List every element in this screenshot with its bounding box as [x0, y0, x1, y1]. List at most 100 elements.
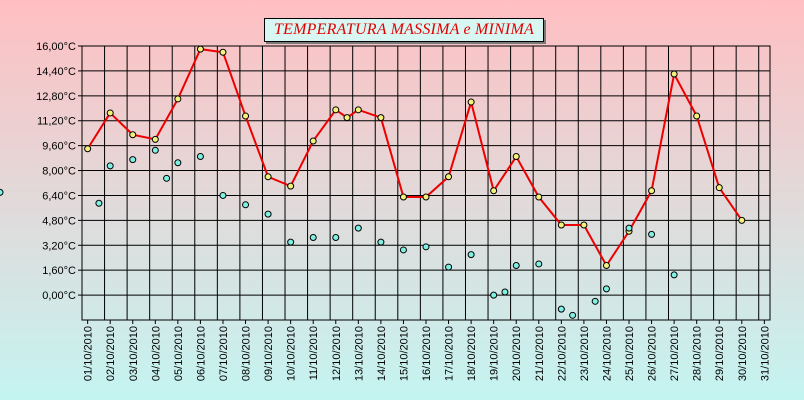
y-tick-label: 8,00°C: [42, 166, 76, 178]
data-point: [591, 297, 599, 305]
y-tick-label: 4,80°C: [42, 215, 76, 227]
data-point: [163, 174, 171, 182]
data-point: [106, 109, 114, 117]
data-point: [354, 224, 362, 232]
data-point: [287, 182, 295, 190]
data-point: [501, 288, 509, 296]
data-point: [219, 48, 227, 56]
y-tick-label: 6,40°C: [42, 190, 76, 202]
data-point: [490, 187, 498, 195]
data-point: [399, 246, 407, 254]
data-point: [670, 271, 678, 279]
x-tick-label: 15/10/2010: [398, 326, 410, 381]
x-tick-label: 03/10/2010: [128, 326, 140, 381]
x-tick-label: 18/10/2010: [466, 326, 478, 381]
data-point: [512, 153, 520, 161]
data-point: [129, 131, 137, 139]
data-point: [467, 251, 475, 259]
x-tick-label: 13/10/2010: [353, 326, 365, 381]
data-point: [569, 311, 577, 319]
x-tick-label: 01/10/2010: [83, 326, 95, 381]
data-point: [95, 199, 103, 207]
data-point: [106, 162, 114, 170]
data-point: [648, 187, 656, 195]
chart-title-box: TEMPERATURA MASSIMA e MINIMA: [264, 18, 544, 42]
data-point: [242, 112, 250, 120]
data-point: [343, 114, 351, 122]
data-point: [354, 106, 362, 114]
x-tick-label: 22/10/2010: [556, 326, 568, 381]
chart-grid: [81, 45, 771, 321]
y-tick-label: 3,20°C: [42, 240, 76, 252]
x-tick-label: 16/10/2010: [421, 326, 433, 381]
data-point: [151, 146, 159, 154]
data-point: [196, 153, 204, 161]
data-point: [535, 260, 543, 268]
data-point: [422, 193, 430, 201]
x-tick-label: 24/10/2010: [601, 326, 613, 381]
x-tick-label: 21/10/2010: [534, 326, 546, 381]
data-point: [693, 112, 701, 120]
x-tick-label: 10/10/2010: [286, 326, 298, 381]
data-point: [445, 173, 453, 181]
x-tick-label: 06/10/2010: [195, 326, 207, 381]
x-tick-label: 08/10/2010: [241, 326, 253, 381]
x-tick-label: 19/10/2010: [489, 326, 501, 381]
data-point: [84, 145, 92, 153]
data-point: [557, 305, 565, 313]
data-point: [242, 201, 250, 209]
x-tick-label: 28/10/2010: [692, 326, 704, 381]
data-point: [377, 114, 385, 122]
y-tick-label: 16,00°C: [36, 41, 76, 53]
data-point: [602, 262, 610, 270]
y-tick-label: 11,20°C: [37, 116, 76, 128]
chart-title: TEMPERATURA MASSIMA e MINIMA: [274, 21, 534, 38]
data-point: [196, 45, 204, 53]
data-point: [219, 191, 227, 199]
data-point: [467, 98, 475, 106]
data-point: [151, 135, 159, 143]
x-tick-label: 11/10/2010: [308, 326, 320, 380]
data-point: [602, 285, 610, 293]
data-point: [512, 262, 520, 270]
x-tick-label: 29/10/2010: [714, 326, 726, 381]
x-tick-label: 14/10/2010: [376, 326, 388, 381]
x-tick-label: 25/10/2010: [624, 326, 636, 381]
data-point: [0, 188, 4, 196]
data-point: [625, 224, 633, 232]
data-point: [377, 238, 385, 246]
y-tick-label: 9,60°C: [42, 141, 76, 153]
x-tick-label: 04/10/2010: [150, 326, 162, 381]
data-point: [309, 137, 317, 145]
x-tick-label: 23/10/2010: [579, 326, 591, 381]
data-point: [264, 173, 272, 181]
x-tick-label: 26/10/2010: [647, 326, 659, 381]
data-point: [399, 193, 407, 201]
y-axis-ticks: 16,00°C 14,40°C 12,80°C 11,20°C 9,60°C 8,00°C…: [36, 41, 82, 302]
data-point: [174, 95, 182, 103]
data-point: [264, 210, 272, 218]
x-tick-label: 07/10/2010: [218, 326, 230, 381]
data-point: [129, 156, 137, 164]
x-tick-label: 12/10/2010: [331, 326, 343, 381]
data-point: [670, 70, 678, 78]
y-tick-label: 12,80°C: [36, 91, 76, 103]
data-point: [422, 243, 430, 251]
x-tick-label: 27/10/2010: [669, 326, 681, 381]
x-tick-label: 20/10/2010: [511, 326, 523, 381]
series-points: [0, 45, 746, 319]
x-tick-label: 30/10/2010: [737, 326, 749, 381]
data-point: [332, 233, 340, 241]
data-point: [715, 184, 723, 192]
x-axis-ticks: 01/10/2010 02/10/2010 03/10/2010 04/10/2010…: [83, 320, 771, 381]
data-point: [445, 263, 453, 271]
data-point: [557, 221, 565, 229]
x-tick-label: 09/10/2010: [263, 326, 275, 381]
x-tick-label: 05/10/2010: [173, 326, 185, 381]
data-point: [287, 238, 295, 246]
x-tick-label: 31/10/2010: [759, 326, 771, 381]
data-point: [332, 106, 340, 114]
data-point: [738, 216, 746, 224]
